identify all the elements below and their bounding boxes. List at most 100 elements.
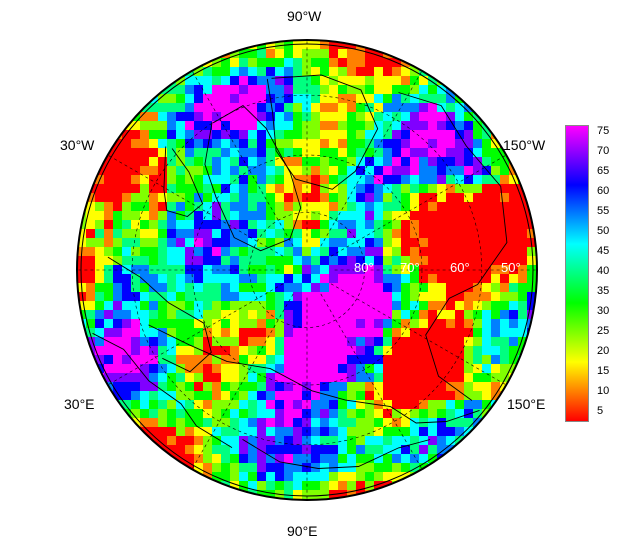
- data-cell: [338, 274, 348, 284]
- colorbar-tick: 10: [597, 385, 610, 397]
- lat-label-70: 70°: [400, 260, 420, 275]
- data-cell: [365, 202, 375, 212]
- data-cell: [230, 337, 240, 347]
- data-cell: [455, 103, 465, 113]
- data-cell: [320, 454, 330, 464]
- data-cell: [113, 391, 123, 401]
- data-cell: [284, 58, 294, 68]
- data-cell: [419, 85, 429, 95]
- data-cell: [293, 49, 303, 59]
- lon-label-bottom: 90°E: [287, 523, 318, 539]
- data-cell: [221, 463, 231, 473]
- data-cell: [113, 121, 123, 131]
- data-cell: [437, 409, 447, 419]
- data-cell: [338, 67, 348, 77]
- data-cell: [428, 310, 438, 320]
- data-cell: [338, 175, 348, 185]
- data-cell: [482, 292, 492, 302]
- data-cell: [329, 481, 339, 491]
- data-cell: [158, 229, 168, 239]
- data-cell: [212, 184, 222, 194]
- data-cell: [446, 391, 456, 401]
- data-cell: [203, 49, 213, 59]
- data-cell: [293, 382, 303, 392]
- data-cell: [284, 292, 294, 302]
- data-cell: [167, 400, 177, 410]
- data-cell: [221, 130, 231, 140]
- data-cell: [410, 256, 420, 266]
- data-cell: [383, 391, 393, 401]
- data-cell: [338, 382, 348, 392]
- data-cell: [329, 175, 339, 185]
- data-cell: [284, 463, 294, 473]
- data-cell: [176, 148, 186, 158]
- data-cell: [194, 238, 204, 248]
- data-cell: [338, 112, 348, 122]
- data-cell: [86, 364, 96, 374]
- data-cell: [203, 436, 213, 446]
- data-cell: [230, 454, 240, 464]
- data-cell: [275, 85, 285, 95]
- data-cell: [176, 409, 186, 419]
- data-cell: [248, 418, 258, 428]
- data-cell: [392, 184, 402, 194]
- data-cell: [176, 418, 186, 428]
- data-cell: [140, 139, 150, 149]
- data-cell: [302, 400, 312, 410]
- data-cell: [221, 238, 231, 248]
- data-cell: [239, 445, 249, 455]
- data-cell: [473, 328, 483, 338]
- data-cell: [464, 319, 474, 329]
- data-cell: [383, 328, 393, 338]
- data-cell: [419, 445, 429, 455]
- data-cell: [212, 301, 222, 311]
- data-cell: [419, 148, 429, 158]
- data-cell: [230, 364, 240, 374]
- data-cell: [293, 139, 303, 149]
- colorbar-tick: 65: [597, 165, 610, 177]
- data-cell: [410, 382, 420, 392]
- data-cell: [311, 328, 321, 338]
- data-cell: [167, 202, 177, 212]
- data-cell: [293, 391, 303, 401]
- data-cell: [239, 301, 249, 311]
- data-cell: [221, 76, 231, 86]
- data-cell: [113, 139, 123, 149]
- data-cell: [356, 391, 366, 401]
- data-cell: [266, 40, 276, 50]
- data-cell: [122, 166, 132, 176]
- data-cell: [158, 400, 168, 410]
- data-cell: [257, 310, 267, 320]
- data-cell: [140, 184, 150, 194]
- data-cell: [230, 220, 240, 230]
- data-cell: [401, 256, 411, 266]
- data-cell: [185, 193, 195, 203]
- data-cell: [167, 346, 177, 356]
- data-cell: [365, 238, 375, 248]
- data-cell: [284, 76, 294, 86]
- data-cell: [275, 76, 285, 86]
- data-cell: [275, 256, 285, 266]
- data-cell: [257, 184, 267, 194]
- data-cell: [257, 139, 267, 149]
- data-cell: [428, 274, 438, 284]
- data-cell: [374, 328, 384, 338]
- data-cell: [329, 265, 339, 275]
- data-cell: [149, 211, 159, 221]
- data-cell: [140, 157, 150, 167]
- data-cell: [302, 436, 312, 446]
- data-cell: [113, 328, 123, 338]
- data-cell: [455, 202, 465, 212]
- data-cell: [185, 184, 195, 194]
- data-cell: [131, 310, 141, 320]
- data-cell: [77, 274, 87, 284]
- data-cell: [320, 283, 330, 293]
- data-cell: [446, 148, 456, 158]
- data-cell: [185, 211, 195, 221]
- data-cell: [437, 211, 447, 221]
- data-cell: [113, 175, 123, 185]
- data-cell: [221, 139, 231, 149]
- data-cell: [266, 67, 276, 77]
- data-cell: [491, 265, 501, 275]
- data-cell: [275, 265, 285, 275]
